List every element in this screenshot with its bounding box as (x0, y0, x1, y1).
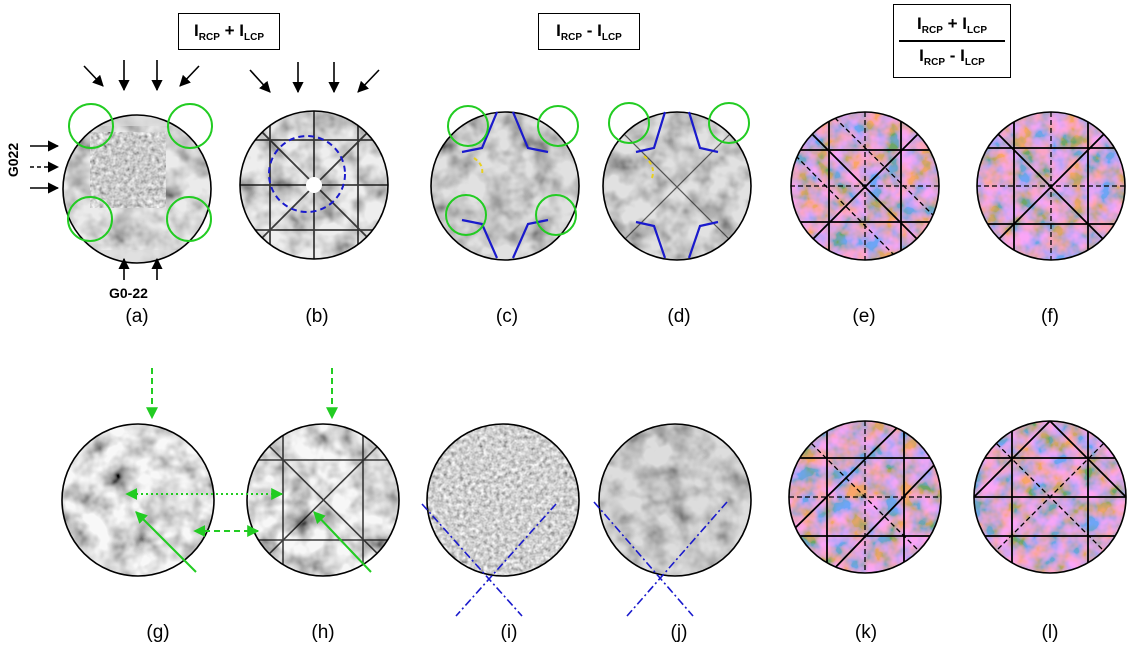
green-circle (167, 103, 213, 149)
header-ratio: IRCP + ILCP IRCP - ILCP (893, 4, 1011, 78)
panel-j (593, 423, 752, 617)
caption-h: (h) (311, 622, 335, 643)
panel-a (30, 60, 213, 280)
green-circle (68, 103, 114, 149)
panel-g (61, 423, 215, 577)
caption-i: (i) (500, 622, 518, 643)
panel-e (790, 111, 940, 261)
arrow-icon (357, 69, 380, 93)
panel-f (976, 111, 1126, 261)
caption-e: (e) (852, 306, 876, 327)
caption-l: (l) (1041, 622, 1059, 643)
blue-dashed-circle (268, 135, 346, 213)
caption-f: (f) (1041, 306, 1059, 327)
ratio-numerator: IRCP + ILCP (917, 14, 987, 37)
caption-c: (c) (495, 306, 519, 327)
panel-b (239, 62, 389, 260)
green-annotations (125, 368, 372, 573)
panel-h (246, 423, 400, 577)
caption-k: (k) (854, 622, 878, 643)
arrow-icon (249, 69, 271, 93)
arrow-icon (83, 65, 104, 87)
caption-b: (b) (305, 306, 329, 327)
header-sum: IRCP + ILCP (178, 13, 280, 50)
header-difference: IRCP - ILCP (538, 13, 640, 50)
arrow-icon (179, 65, 200, 87)
panel-i (421, 423, 580, 617)
panel-d (602, 102, 752, 261)
panel-k (788, 420, 942, 574)
caption-a: (a) (125, 306, 149, 327)
caption-j: (j) (670, 622, 688, 643)
ratio-denominator: IRCP - ILCP (919, 45, 985, 68)
green-circle (67, 196, 113, 242)
fraction-bar (898, 40, 1006, 42)
caption-g: (g) (146, 622, 170, 643)
caption-d: (d) (667, 306, 691, 327)
panel-l (973, 420, 1127, 574)
panel-c (430, 105, 580, 261)
green-circle (166, 196, 212, 242)
label-g0-22: G0-22 (109, 285, 148, 301)
